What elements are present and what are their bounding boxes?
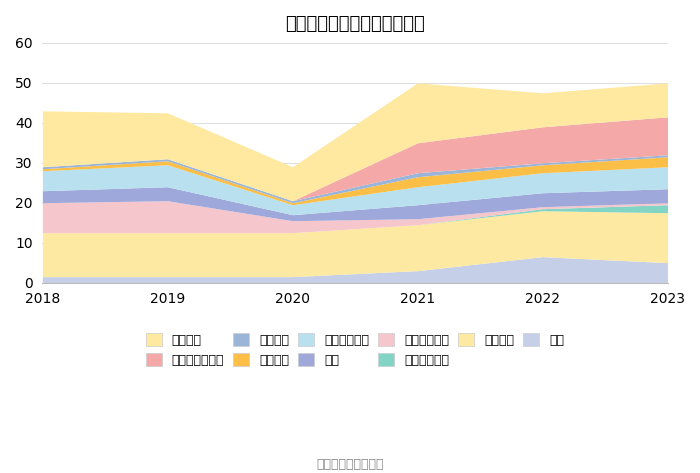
Legend: 货币资金, 交易性金融资产, 应收票据, 应收账款, 应收款项融资, 存货, 其他流动资产, 债权投资合计, 固定资产, 其它: 货币资金, 交易性金融资产, 应收票据, 应收账款, 应收款项融资, 存货, 其…	[142, 330, 568, 371]
Title: 历年主要资产堆积图（亿元）: 历年主要资产堆积图（亿元）	[285, 15, 425, 33]
Text: 数据来源：恒生聚源: 数据来源：恒生聚源	[316, 458, 384, 471]
